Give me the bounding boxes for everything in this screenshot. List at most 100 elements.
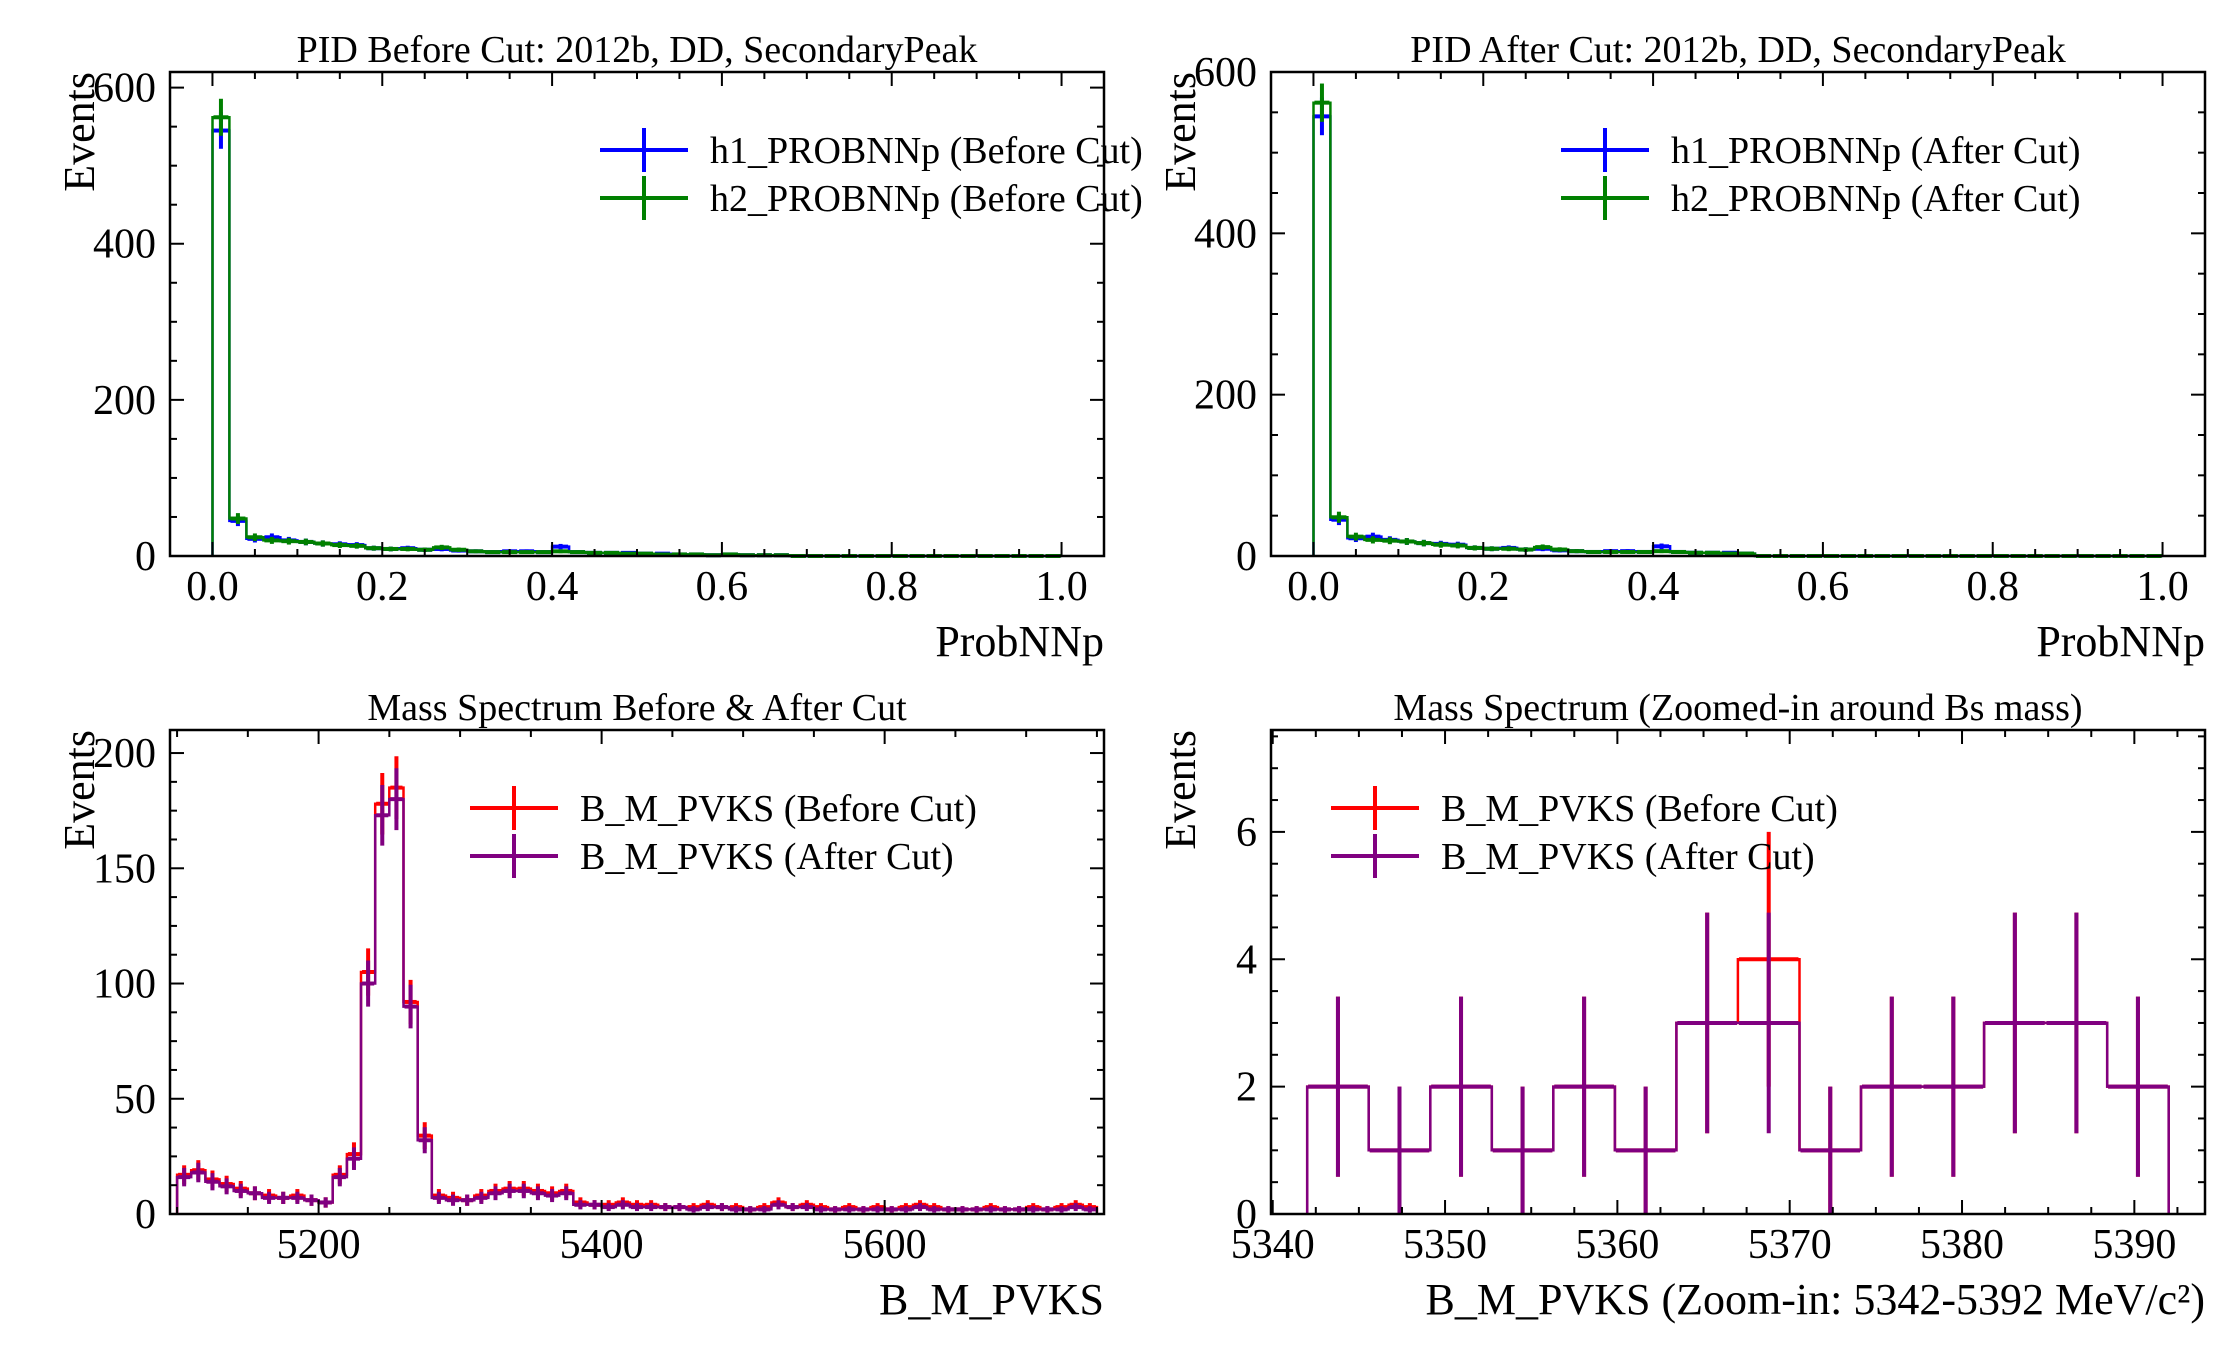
error-bar bbox=[1738, 912, 1799, 1134]
error-bar bbox=[1615, 1086, 1676, 1214]
error-bar bbox=[630, 1203, 644, 1212]
error-bar bbox=[843, 1206, 856, 1213]
error-bar bbox=[956, 1206, 969, 1213]
error-bar bbox=[1722, 551, 1737, 556]
error-bar bbox=[1369, 1086, 1430, 1214]
error-bar bbox=[390, 768, 403, 831]
error-bar bbox=[998, 1206, 1012, 1213]
error-bar bbox=[659, 1203, 672, 1212]
error-bar bbox=[928, 1206, 941, 1213]
error-bar bbox=[899, 1206, 912, 1213]
error-bar bbox=[485, 550, 501, 555]
error-bar bbox=[333, 1167, 346, 1187]
error-bar bbox=[913, 1203, 927, 1212]
x-tick-label: 0.4 bbox=[526, 564, 579, 610]
legend-label: B_M_PVKS (Before Cut) bbox=[1441, 788, 1838, 830]
error-bar bbox=[942, 1206, 955, 1213]
x-tick-label: 1.0 bbox=[2136, 564, 2189, 610]
error-bar bbox=[461, 1194, 474, 1206]
error-bar bbox=[588, 1200, 601, 1210]
series-purple bbox=[175, 768, 1099, 1214]
error-bar bbox=[468, 549, 484, 554]
error-bar bbox=[546, 1189, 559, 1203]
error-bar bbox=[1069, 1203, 1082, 1212]
error-bar bbox=[1671, 549, 1687, 554]
y-tick-label: 400 bbox=[1194, 211, 1257, 257]
legend: h1_PROBNNp (Before Cut) h2_PROBNNp (Befor… bbox=[600, 128, 1143, 220]
error-bar bbox=[319, 1197, 332, 1208]
error-bar bbox=[376, 784, 389, 846]
x-tick-label: 5400 bbox=[560, 1222, 644, 1268]
error-bar bbox=[1314, 83, 1330, 122]
error-bar bbox=[616, 1200, 629, 1210]
error-bar bbox=[673, 1203, 686, 1212]
error-bar bbox=[475, 1191, 488, 1204]
error-bar bbox=[247, 533, 263, 542]
error-bar bbox=[729, 1206, 743, 1213]
error-bar bbox=[1013, 1206, 1026, 1213]
error-bar bbox=[1569, 549, 1585, 554]
x-axis-label: B_M_PVKS (Zoom-in: 5342-5392 MeV/c²) bbox=[1426, 1275, 2206, 1324]
legend-entry: B_M_PVKS (After Cut) bbox=[1331, 834, 1815, 878]
legend-entry: B_M_PVKS (Before Cut) bbox=[1331, 786, 1838, 830]
error-bar bbox=[1739, 551, 1754, 556]
x-tick-label: 0.0 bbox=[186, 564, 239, 610]
legend-entry: B_M_PVKS (After Cut) bbox=[470, 834, 954, 878]
legend-label: B_M_PVKS (After Cut) bbox=[580, 836, 954, 878]
x-axis-label: ProbNNp bbox=[935, 617, 1104, 666]
y-tick-label: 0 bbox=[135, 1192, 156, 1238]
y-tick-label: 600 bbox=[93, 66, 156, 112]
panel-pid-before-cut: PID Before Cut: 2012b, DD, SecondaryPeak… bbox=[55, 29, 1143, 666]
error-bar bbox=[519, 550, 535, 555]
error-bar bbox=[638, 551, 653, 556]
error-bar bbox=[434, 544, 450, 551]
y-axis-label: Events bbox=[1156, 730, 1205, 850]
legend-entry: h1_PROBNNp (Before Cut) bbox=[600, 128, 1143, 172]
error-bar bbox=[553, 543, 569, 550]
legend: B_M_PVKS (Before Cut) B_M_PVKS (After Cut… bbox=[470, 786, 977, 878]
error-bar bbox=[404, 984, 417, 1029]
legend-label: B_M_PVKS (Before Cut) bbox=[580, 788, 977, 830]
y-tick-label: 50 bbox=[114, 1077, 156, 1123]
x-tick-label: 1.0 bbox=[1035, 564, 1088, 610]
legend-entry: h2_PROBNNp (Before Cut) bbox=[600, 176, 1143, 220]
plot-frame bbox=[168, 728, 1106, 1216]
y-axis-label: Events bbox=[55, 730, 104, 850]
x-tick-label: 5350 bbox=[1403, 1222, 1487, 1268]
error-bar bbox=[621, 551, 636, 556]
error-bar bbox=[560, 1186, 573, 1201]
error-bar bbox=[984, 1206, 997, 1213]
error-bar bbox=[1055, 1206, 1068, 1213]
legend-label: B_M_PVKS (After Cut) bbox=[1441, 836, 1815, 878]
error-bar bbox=[277, 1191, 290, 1204]
error-bar bbox=[1862, 996, 1922, 1177]
error-bar bbox=[206, 1173, 219, 1191]
y-tick-label: 0 bbox=[1236, 1192, 1257, 1238]
error-bar bbox=[517, 1183, 530, 1199]
error-bar bbox=[1467, 545, 1483, 551]
error-bar bbox=[1027, 1206, 1040, 1213]
error-bar bbox=[1331, 511, 1347, 523]
chart-title: PID Before Cut: 2012b, DD, SecondaryPeak bbox=[297, 29, 978, 71]
error-bar bbox=[1399, 538, 1415, 545]
y-tick-label: 0 bbox=[1236, 534, 1257, 580]
error-bar bbox=[305, 1194, 318, 1206]
error-bar bbox=[1492, 1086, 1553, 1214]
error-bar bbox=[536, 550, 552, 555]
error-bar bbox=[315, 540, 331, 547]
error-bar bbox=[1620, 549, 1636, 554]
plot-frame bbox=[1269, 728, 2207, 1216]
y-tick-label: 600 bbox=[1194, 50, 1257, 96]
x-tick-label: 5370 bbox=[1748, 1222, 1832, 1268]
error-bar bbox=[1552, 547, 1568, 552]
error-bar bbox=[1382, 537, 1398, 545]
error-bar bbox=[715, 1203, 728, 1212]
legend-entry: h2_PROBNNp (After Cut) bbox=[1561, 176, 2081, 220]
y-tick-label: 150 bbox=[93, 846, 156, 892]
x-tick-label: 0.6 bbox=[1797, 564, 1850, 610]
error-bar bbox=[1433, 541, 1449, 548]
error-bar bbox=[503, 1183, 516, 1199]
error-bar bbox=[332, 542, 348, 548]
error-bar bbox=[1923, 996, 1984, 1177]
error-bar bbox=[701, 1203, 714, 1212]
